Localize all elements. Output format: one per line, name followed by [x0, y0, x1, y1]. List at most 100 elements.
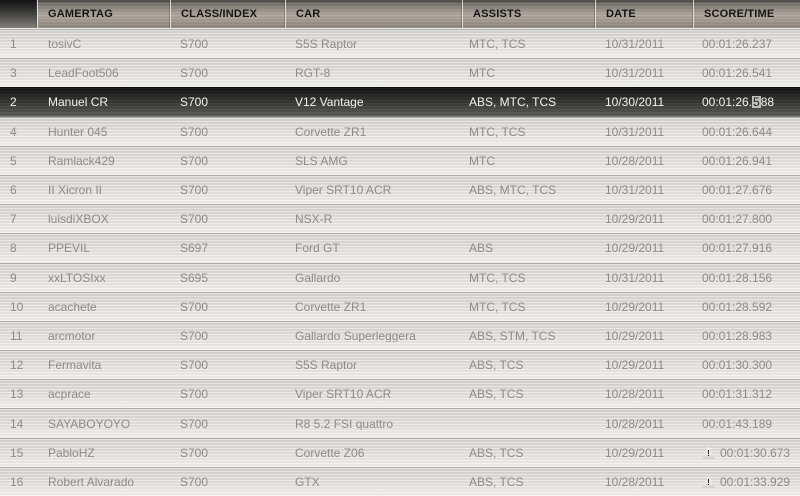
- table-row[interactable]: 6 II Xicron II S700 Viper SRT10 ACR ABS, MTC…: [0, 174, 800, 205]
- car-cell: S5S Raptor: [295, 359, 358, 372]
- car-cell: Corvette Z06: [295, 446, 365, 459]
- car-cell: Viper SRT10 ACR: [295, 184, 392, 197]
- date-cell: 10/31/2011: [605, 184, 665, 197]
- column-header-car[interactable]: CAR: [285, 0, 462, 28]
- assists-cell: MTC: [469, 154, 495, 167]
- class_index-cell: S700: [180, 388, 209, 401]
- score-cell: 00:01:26.237: [693, 38, 800, 50]
- class_index-cell: S700: [180, 213, 209, 226]
- rank-cell: 2: [10, 96, 17, 109]
- column-header-class_index[interactable]: CLASS/INDEX: [170, 0, 285, 28]
- score-text: 00:01:28.592: [702, 300, 773, 313]
- date-cell: 10/28/2011: [605, 475, 665, 488]
- assists-cell: ABS, TCS: [469, 446, 524, 459]
- rank-cell: 5: [10, 154, 17, 167]
- rank-cell: 11: [10, 329, 23, 342]
- date-cell: 10/28/2011: [605, 388, 665, 401]
- class_index-cell: S700: [180, 475, 209, 488]
- gamertag-cell: Fermavita: [48, 359, 102, 372]
- table-row[interactable]: 11 arcmotor S700 Gallardo Superleggera ABS, …: [0, 320, 800, 351]
- column-header-gamertag[interactable]: GAMERTAG: [37, 0, 170, 28]
- score-text: 00:01:26.644: [702, 125, 773, 138]
- gamertag-cell: Manuel CR: [48, 96, 109, 109]
- table-row[interactable]: 4 Hunter 045 S700 Corvette ZR1 MTC, TCS 10/31…: [0, 116, 800, 146]
- table-row[interactable]: 5 Ramlack429 S700 SLS AMG MTC 10/28/2011 00:01…: [0, 145, 800, 175]
- leaderboard-rows: 1 tosivC S700 S5S Raptor MTC, TCS 10/31/2011 0…: [0, 29, 800, 496]
- date-cell: 10/28/2011: [605, 417, 665, 430]
- date-cell: 10/29/2011: [605, 329, 665, 342]
- car-cell: V12 Vantage: [295, 96, 364, 109]
- rank-cell: 6: [10, 184, 17, 197]
- rank-cell: 15: [10, 446, 24, 459]
- column-header-score[interactable]: SCORE/TIME: [693, 0, 800, 28]
- table-row[interactable]: 13 acprace S700 Viper SRT10 ACR ABS, TCS 10/2…: [0, 379, 800, 409]
- gamertag-cell: Ramlack429: [48, 154, 115, 167]
- rank-cell: 9: [10, 271, 17, 284]
- score-text: 00:01:30.673: [720, 446, 791, 459]
- table-row[interactable]: 3 LeadFoot506 S700 RGT-8 MTC 10/31/2011 00:01:…: [0, 58, 800, 88]
- score-text: 00:01:31.312: [702, 388, 773, 401]
- score-cell: ! 00:01:33.929: [693, 475, 800, 488]
- table-row[interactable]: 7 luisdiXBOX S700 NSX-R 10/29/2011 00:01:27.8…: [0, 204, 800, 234]
- class_index-cell: S700: [180, 359, 209, 372]
- score-cell: 00:01:28.983: [693, 330, 800, 342]
- rank-cell: 7: [10, 213, 17, 226]
- date-cell: 10/29/2011: [605, 359, 665, 372]
- class_index-cell: S700: [180, 67, 209, 80]
- table-row[interactable]: 12 Fermavita S700 S5S Raptor ABS, TCS 10/29/2…: [0, 350, 800, 380]
- rank-cell: 10: [10, 300, 24, 313]
- date-cell: 10/28/2011: [605, 154, 665, 167]
- date-cell: 10/29/2011: [605, 300, 665, 313]
- date-cell: 10/31/2011: [605, 38, 665, 51]
- score-text: 00:01:27.916: [702, 242, 773, 255]
- warning-exclamation: !: [707, 477, 710, 487]
- assists-cell: ABS, STM, TCS: [469, 329, 556, 342]
- gamertag-cell: Robert Alvarado: [48, 475, 135, 488]
- class_index-cell: S700: [180, 96, 209, 109]
- gamertag-cell: xxLTOSIxx: [48, 271, 106, 284]
- assists-cell: MTC, TCS: [469, 300, 526, 313]
- score-cell: ! 00:01:30.673: [693, 446, 800, 459]
- column-header-date[interactable]: DATE: [595, 0, 693, 28]
- score-text: 00:01:30.300: [702, 359, 773, 372]
- car-cell: Viper SRT10 ACR: [295, 388, 392, 401]
- rank-cell: 13: [10, 388, 24, 401]
- assists-cell: ABS, TCS: [469, 388, 524, 401]
- date-cell: 10/31/2011: [605, 271, 665, 284]
- gamertag-cell: PabloHZ: [48, 446, 95, 459]
- score-cell: 00:01:26. 5 88: [693, 96, 800, 109]
- text-cursor: 5: [752, 96, 761, 109]
- table-row[interactable]: 15 PabloHZ S700 Corvette Z06 ABS, TCS 10/29/2…: [0, 437, 800, 467]
- car-cell: Gallardo Superleggera: [295, 329, 416, 342]
- column-header-assists[interactable]: ASSISTS: [462, 0, 595, 28]
- table-row[interactable]: 2 Manuel CR S700 V12 Vantage ABS, MTC, TCS 10…: [0, 87, 800, 117]
- table-row[interactable]: 14 SAYABOYOYO S700 R8 5.2 FSI quattro 10/28/…: [0, 408, 800, 438]
- score-cell: 00:01:26.941: [693, 155, 800, 167]
- score-text: 00:01:26.941: [702, 154, 773, 167]
- date-cell: 10/31/2011: [605, 67, 665, 80]
- score-cell: 00:01:43.189: [693, 418, 800, 430]
- car-cell: Ford GT: [295, 242, 340, 255]
- class_index-cell: S697: [180, 242, 209, 255]
- warning-icon: !: [702, 475, 715, 488]
- assists-cell: MTC, TCS: [469, 38, 526, 51]
- score-cell: 00:01:28.156: [693, 272, 800, 284]
- assists-cell: ABS: [469, 242, 494, 255]
- table-row[interactable]: 1 tosivC S700 S5S Raptor MTC, TCS 10/31/2011 0…: [0, 29, 800, 59]
- assists-cell: ABS, MTC, TCS: [469, 184, 557, 197]
- table-row[interactable]: 9 xxLTOSIxx S695 Gallardo MTC, TCS 10/31/2011…: [0, 262, 800, 292]
- gamertag-cell: II Xicron II: [48, 184, 103, 197]
- table-row[interactable]: 16 Robert Alvarado S700 GTX ABS, TCS 10/28/20…: [0, 466, 800, 496]
- gamertag-cell: acprace: [48, 388, 91, 401]
- rank-cell: 3: [10, 67, 17, 80]
- class_index-cell: S700: [180, 446, 209, 459]
- score-cell: 00:01:26.541: [693, 67, 800, 79]
- score-text: 00:01:26.541: [702, 67, 773, 80]
- car-cell: Corvette ZR1: [295, 300, 367, 313]
- class_index-cell: S700: [180, 184, 209, 197]
- gamertag-cell: Hunter 045: [48, 125, 108, 138]
- table-row[interactable]: 10 acachete S700 Corvette ZR1 MTC, TCS 10/29/…: [0, 291, 800, 321]
- table-row[interactable]: 8 PPEVIL S697 Ford GT ABS 10/29/2011 00:01:27.…: [0, 233, 800, 263]
- gamertag-cell: tosivC: [48, 38, 82, 51]
